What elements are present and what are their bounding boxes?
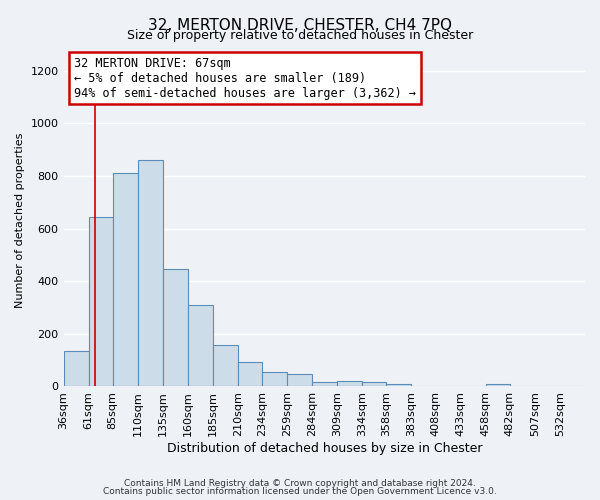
Bar (64, 351, 89, 386)
Bar (362, 382, 386, 386)
Bar (386, 384, 411, 386)
Bar (337, 380, 362, 386)
Bar (486, 384, 510, 386)
Bar (238, 362, 262, 386)
Text: Contains HM Land Registry data © Crown copyright and database right 2024.: Contains HM Land Registry data © Crown c… (124, 478, 476, 488)
X-axis label: Distribution of detached houses by size in Chester: Distribution of detached houses by size … (167, 442, 482, 455)
Bar (113, 174, 137, 386)
Bar (312, 382, 337, 386)
Y-axis label: Number of detached properties: Number of detached properties (15, 133, 25, 308)
Text: Size of property relative to detached houses in Chester: Size of property relative to detached ho… (127, 29, 473, 42)
Bar (89, 217, 113, 386)
Bar (287, 374, 312, 386)
Bar (188, 305, 212, 386)
Bar (212, 345, 238, 387)
Text: 32 MERTON DRIVE: 67sqm
← 5% of detached houses are smaller (189)
94% of semi-det: 32 MERTON DRIVE: 67sqm ← 5% of detached … (74, 56, 416, 100)
Bar (163, 270, 188, 386)
Text: Contains public sector information licensed under the Open Government Licence v3: Contains public sector information licen… (103, 487, 497, 496)
Text: 32, MERTON DRIVE, CHESTER, CH4 7PQ: 32, MERTON DRIVE, CHESTER, CH4 7PQ (148, 18, 452, 32)
Bar (137, 160, 163, 386)
Bar (262, 372, 287, 386)
